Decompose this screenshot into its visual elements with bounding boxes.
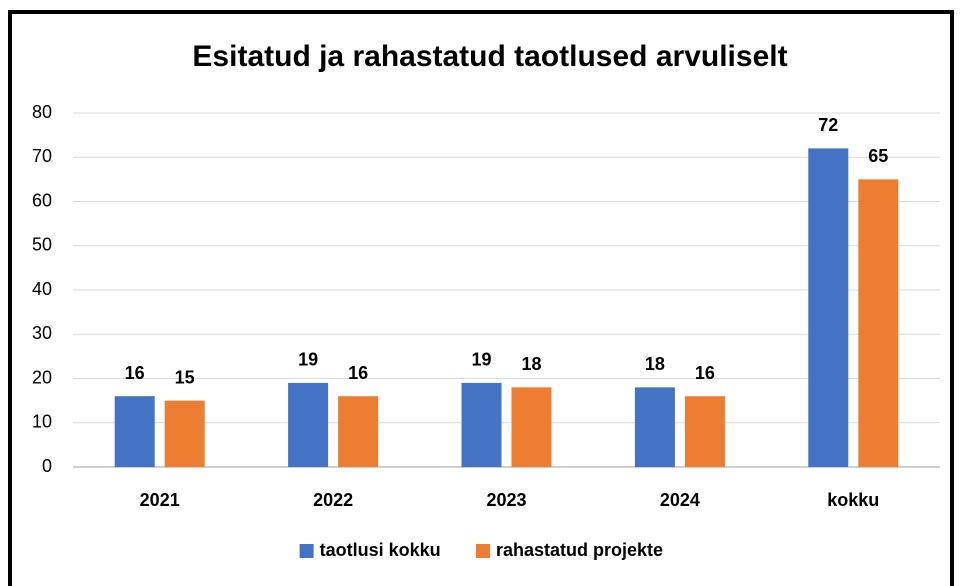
- bar: [338, 396, 379, 467]
- bar: [858, 179, 899, 467]
- data-label: 18: [645, 354, 665, 374]
- y-tick-label: 10: [32, 412, 52, 432]
- legend-swatch: [476, 544, 490, 558]
- y-tick-label: 60: [32, 190, 52, 210]
- y-tick-label: 30: [32, 323, 52, 343]
- x-tick-label: 2021: [140, 490, 180, 510]
- bar: [684, 396, 725, 467]
- data-label: 16: [348, 363, 368, 383]
- x-tick-label: 2022: [313, 490, 353, 510]
- x-tick-label: 2024: [660, 490, 700, 510]
- data-label: 65: [868, 146, 888, 166]
- bar: [511, 387, 552, 467]
- data-label: 16: [125, 363, 145, 383]
- bar: [288, 382, 329, 467]
- data-label: 16: [695, 363, 715, 383]
- data-label: 15: [175, 367, 195, 387]
- y-tick-label: 70: [32, 146, 52, 166]
- data-label: 19: [471, 350, 491, 370]
- x-tick-label: 2023: [486, 490, 526, 510]
- data-label: 18: [521, 354, 541, 374]
- bar: [164, 400, 205, 467]
- legend-swatch: [299, 544, 314, 558]
- bar: [808, 148, 849, 467]
- bar: [634, 387, 675, 467]
- legend-label: rahastatud projekte: [496, 540, 663, 560]
- y-tick-label: 50: [32, 235, 52, 255]
- y-tick-label: 80: [32, 102, 52, 122]
- frame: [8, 10, 954, 586]
- chart-title: Esitatud ja rahastatud taotlused arvulis…: [192, 40, 787, 73]
- y-tick-label: 20: [32, 367, 52, 387]
- y-tick-label: 40: [32, 279, 52, 299]
- bar: [461, 382, 502, 467]
- y-tick-label: 0: [42, 456, 52, 476]
- bar: [114, 396, 155, 467]
- legend-label: taotlusi kokku: [320, 540, 441, 560]
- data-label: 19: [298, 350, 318, 370]
- data-label: 72: [818, 115, 838, 135]
- x-tick-label: kokku: [827, 490, 879, 510]
